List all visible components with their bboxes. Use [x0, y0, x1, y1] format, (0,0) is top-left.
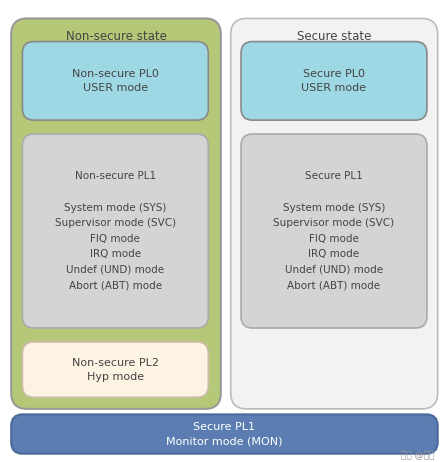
Text: Secure PL1

System mode (SYS)
Supervisor mode (SVC)
FIQ mode
IRQ mode
Undef (UND: Secure PL1 System mode (SYS) Supervisor …	[273, 171, 395, 291]
Text: Secure PL1
Monitor mode (MON): Secure PL1 Monitor mode (MON)	[166, 422, 283, 446]
Text: Secure PL0
USER mode: Secure PL0 USER mode	[302, 69, 366, 93]
FancyBboxPatch shape	[241, 134, 427, 328]
Text: Non-secure PL1

System mode (SYS)
Supervisor mode (SVC)
FIQ mode
IRQ mode
Undef : Non-secure PL1 System mode (SYS) Supervi…	[55, 171, 176, 291]
Text: Secure state: Secure state	[297, 30, 371, 43]
Text: 知乎 @大方: 知乎 @大方	[401, 451, 435, 460]
FancyBboxPatch shape	[11, 414, 438, 454]
FancyBboxPatch shape	[22, 42, 208, 120]
FancyBboxPatch shape	[22, 342, 208, 397]
FancyBboxPatch shape	[22, 134, 208, 328]
Text: Non-secure PL2
Hyp mode: Non-secure PL2 Hyp mode	[72, 358, 159, 382]
Text: Non-secure PL0
USER mode: Non-secure PL0 USER mode	[72, 69, 159, 93]
FancyBboxPatch shape	[231, 18, 438, 409]
Text: Non-secure state: Non-secure state	[65, 30, 167, 43]
FancyBboxPatch shape	[11, 18, 221, 409]
FancyBboxPatch shape	[241, 42, 427, 120]
